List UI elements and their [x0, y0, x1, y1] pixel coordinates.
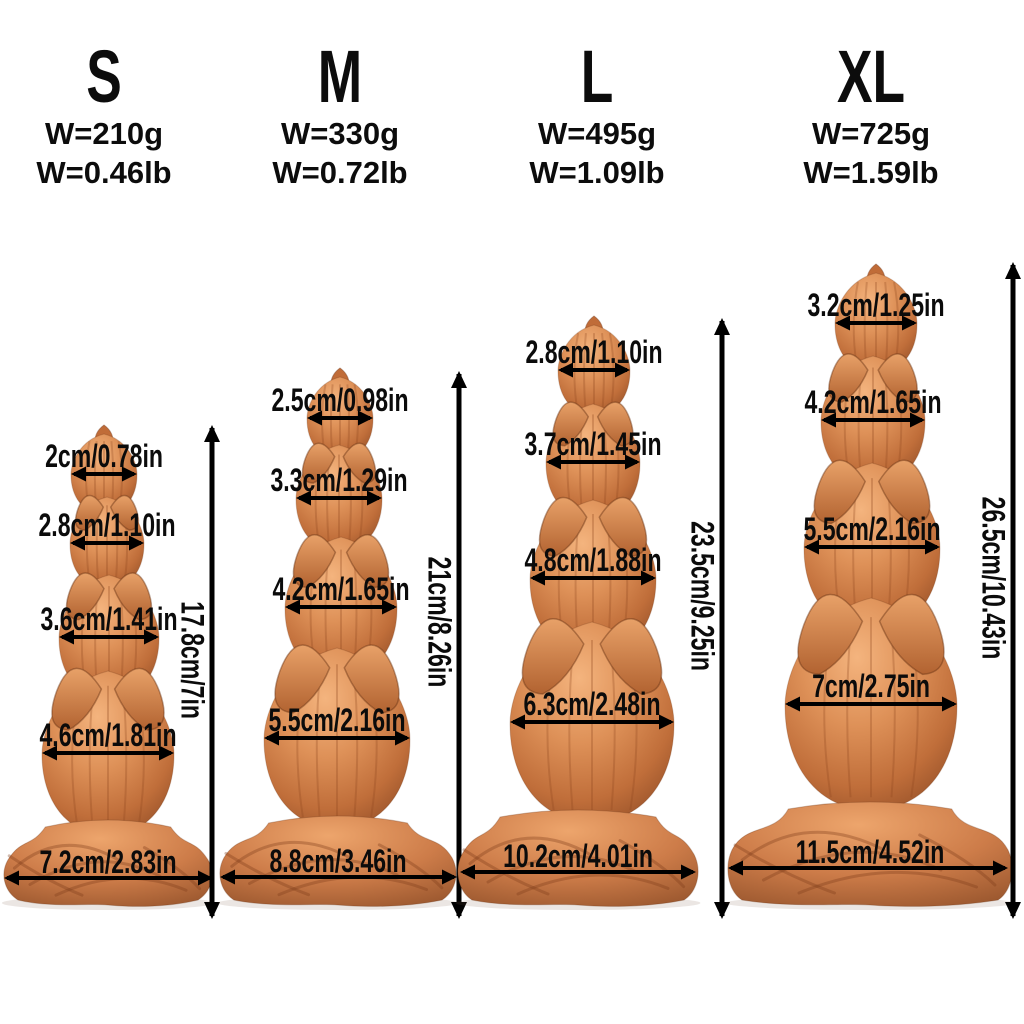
- size-name: L: [580, 35, 614, 118]
- weight-pounds: W=1.09lb: [529, 155, 665, 191]
- dimension-arrows-xl: [728, 262, 1021, 919]
- product-m: [217, 367, 459, 910]
- weight-grams: W=330g: [280, 116, 400, 151]
- product-xl: [725, 263, 1015, 910]
- weight-pounds: W=1.59lb: [803, 155, 939, 191]
- dimension-arrows-l: [460, 318, 730, 919]
- dimension-arrows-s: [4, 425, 220, 919]
- product-l: [455, 315, 701, 910]
- weight-grams: W=725g: [811, 116, 931, 151]
- product-s: [1, 424, 215, 910]
- weight-pounds: W=0.72lb: [272, 155, 408, 191]
- size-name: XL: [836, 35, 906, 118]
- weight-grams: W=210g: [44, 116, 164, 151]
- weight-pounds: W=0.46lb: [36, 155, 172, 191]
- dimension-arrows-m: [220, 371, 467, 919]
- size-header-m: M W=330g W=0.72lb: [272, 40, 407, 192]
- size-header-s: S W=210g W=0.46lb: [36, 40, 171, 192]
- size-header-l: L W=495g W=1.09lb: [529, 40, 664, 192]
- size-name: M: [317, 35, 363, 118]
- weight-grams: W=495g: [537, 116, 657, 151]
- size-name: S: [86, 35, 122, 118]
- size-header-xl: XL W=725g W=1.59lb: [803, 40, 938, 192]
